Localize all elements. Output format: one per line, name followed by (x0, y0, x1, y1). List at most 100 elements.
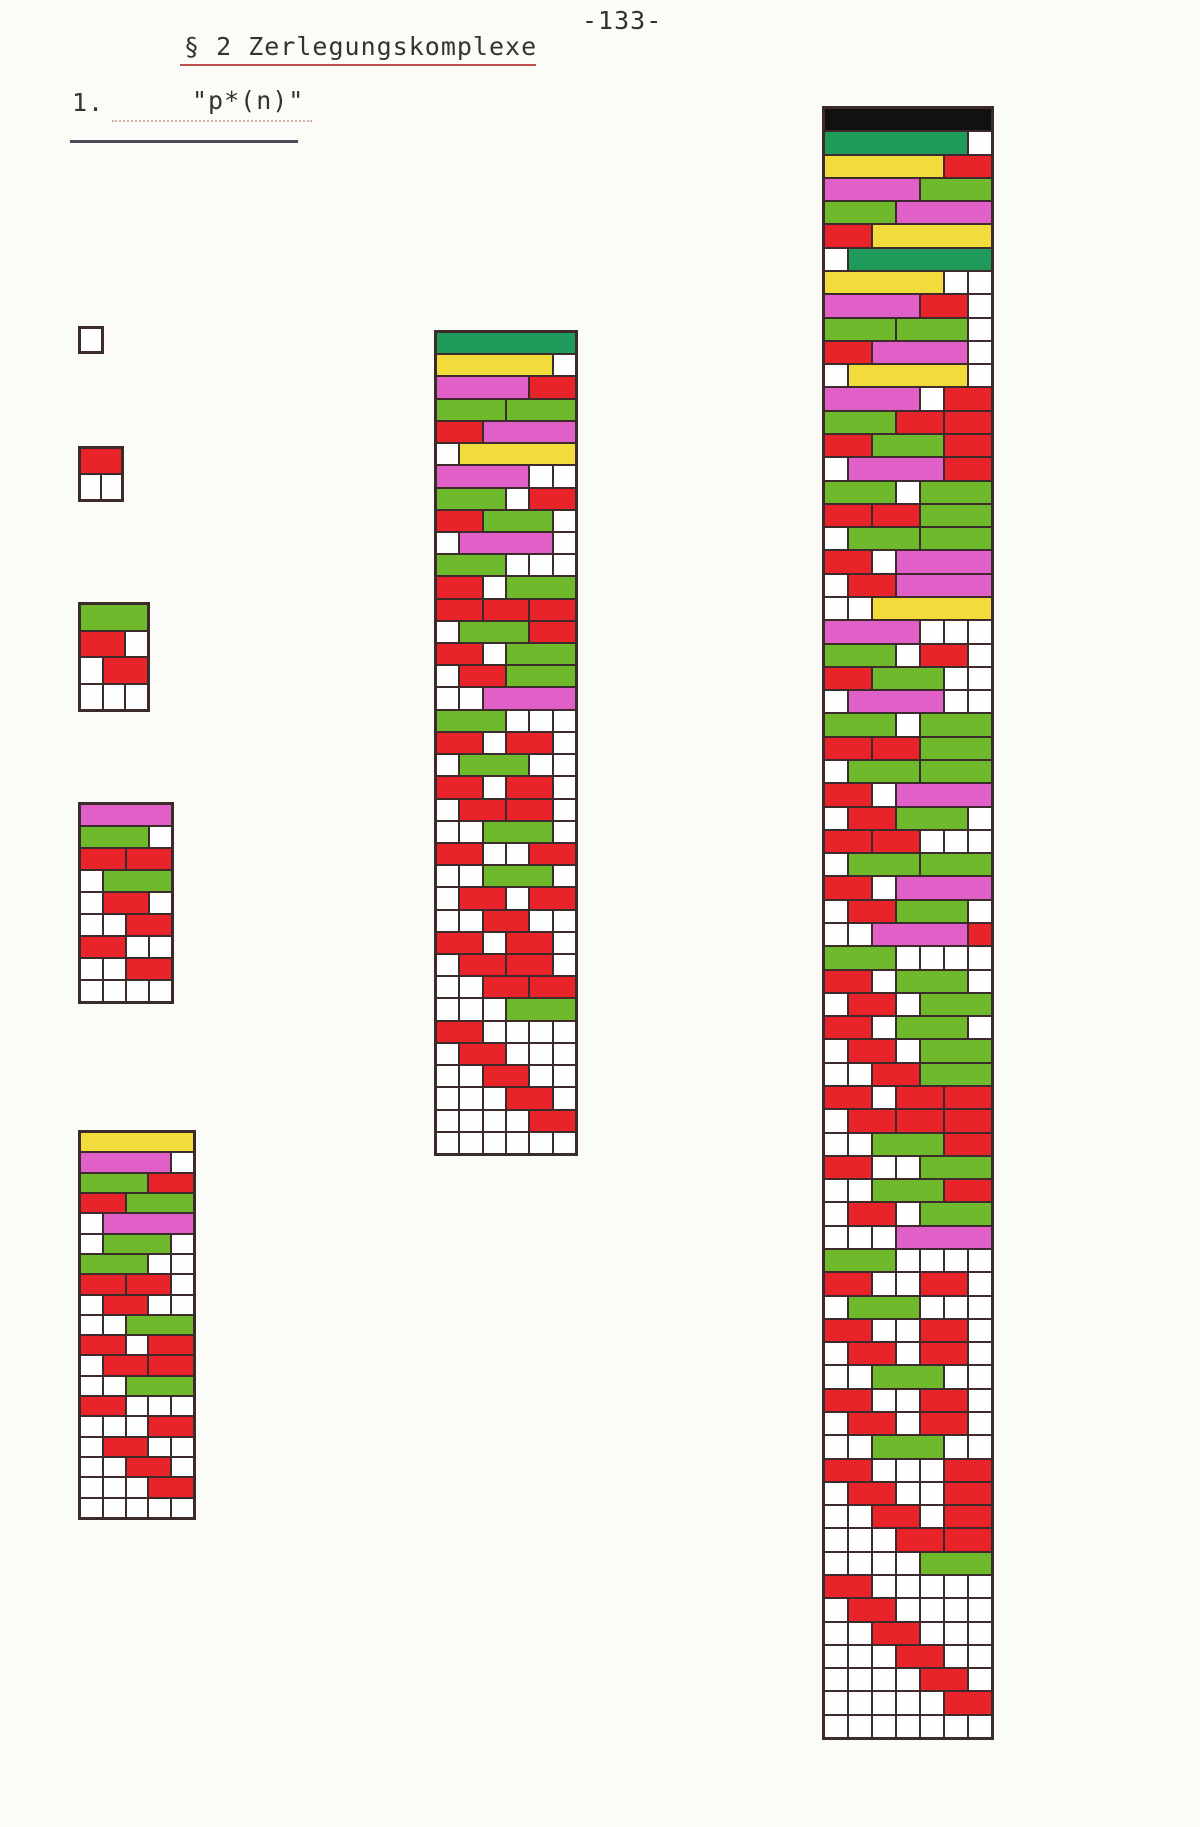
empty-cell (968, 666, 992, 691)
block-length-4 (436, 376, 530, 399)
empty-cell (968, 1644, 992, 1669)
empty-cell (872, 1575, 896, 1599)
empty-cell (552, 354, 576, 377)
block-length-3 (920, 527, 992, 551)
block-length-2 (459, 954, 506, 977)
block-length-3 (125, 1375, 194, 1397)
block-length-2 (896, 1644, 944, 1669)
block-length-3 (920, 1202, 992, 1226)
block-length-2 (896, 1528, 944, 1552)
empty-cell (824, 1668, 848, 1692)
empty-cell (848, 1179, 872, 1203)
block-length-3 (482, 820, 553, 843)
block-length-5 (848, 364, 968, 388)
empty-cell (968, 1598, 992, 1622)
block-length-2 (126, 848, 172, 870)
block-length-2 (872, 1621, 920, 1645)
block-length-3 (920, 713, 992, 737)
empty-cell (824, 806, 848, 830)
empty-cell (920, 1481, 944, 1506)
block-length-3 (872, 1179, 944, 1203)
block-length-2 (848, 899, 896, 923)
empty-cell (872, 969, 896, 993)
block-length-2 (896, 1086, 944, 1110)
empty-cell (848, 1062, 872, 1086)
empty-cell (848, 1714, 872, 1738)
empty-cell (824, 457, 848, 481)
empty-cell (552, 1131, 576, 1154)
block-length-3 (824, 713, 896, 737)
block-length-4 (102, 1213, 194, 1234)
empty-cell (872, 1458, 896, 1482)
title-underline (70, 140, 298, 143)
empty-cell (944, 1435, 968, 1459)
empty-cell (529, 554, 553, 577)
empty-cell (824, 1039, 848, 1063)
empty-cell (80, 870, 103, 892)
empty-cell (102, 1457, 126, 1478)
block-length-3 (896, 317, 968, 341)
empty-cell (968, 1342, 992, 1366)
block-length-2 (944, 457, 992, 481)
empty-cell (944, 1365, 968, 1389)
block-length-2 (920, 294, 968, 318)
block-length-2 (148, 1416, 194, 1437)
empty-cell (944, 690, 968, 714)
block-length-4 (459, 531, 553, 555)
empty-cell (436, 976, 460, 999)
empty-cell (506, 1020, 530, 1043)
empty-cell (920, 1458, 944, 1482)
block-length-2 (102, 1355, 149, 1376)
empty-cell (149, 892, 172, 914)
empty-cell (872, 1644, 896, 1669)
empty-cell (436, 531, 460, 555)
empty-cell (944, 1575, 968, 1599)
empty-cell (920, 1621, 944, 1645)
block-length-5 (824, 271, 944, 295)
empty-cell (436, 620, 460, 643)
block-length-5 (824, 154, 944, 178)
empty-cell (968, 271, 992, 295)
empty-cell (171, 1396, 194, 1417)
empty-cell (848, 1435, 872, 1459)
empty-cell (872, 1086, 896, 1110)
empty-cell (968, 340, 992, 365)
empty-cell (436, 1065, 460, 1088)
block-length-4 (872, 923, 968, 947)
complex-n3 (78, 602, 150, 712)
empty-cell (529, 754, 553, 777)
empty-cell (824, 1412, 848, 1436)
empty-cell (824, 527, 848, 551)
empty-cell (529, 1042, 553, 1066)
block-length-3 (824, 946, 896, 970)
block-length-2 (80, 1192, 126, 1214)
empty-cell (896, 1342, 920, 1366)
empty-cell (968, 1295, 992, 1319)
block-length-2 (80, 1396, 126, 1417)
block-length-2 (824, 1016, 872, 1040)
block-length-3 (920, 853, 992, 877)
empty-cell (968, 1435, 992, 1459)
empty-cell (552, 931, 576, 955)
block-length-2 (459, 665, 506, 688)
empty-cell (944, 829, 968, 854)
block-length-2 (944, 1481, 992, 1506)
block-length-2 (126, 914, 172, 936)
block-length-2 (80, 1274, 126, 1295)
empty-cell (102, 683, 126, 710)
block-length-4 (482, 420, 576, 444)
empty-cell (968, 806, 992, 830)
empty-cell (80, 1314, 103, 1336)
empty-cell (896, 1458, 920, 1482)
empty-cell (80, 1233, 103, 1254)
block-length-5 (436, 354, 553, 377)
block-length-2 (920, 1668, 968, 1692)
empty-cell (872, 1714, 896, 1738)
block-length-2 (920, 1272, 968, 1296)
empty-cell (824, 1505, 848, 1529)
empty-cell (824, 1295, 848, 1319)
empty-cell (552, 1065, 576, 1088)
block-length-2 (529, 487, 576, 510)
block-length-2 (459, 887, 506, 910)
block-length-3 (436, 709, 506, 732)
